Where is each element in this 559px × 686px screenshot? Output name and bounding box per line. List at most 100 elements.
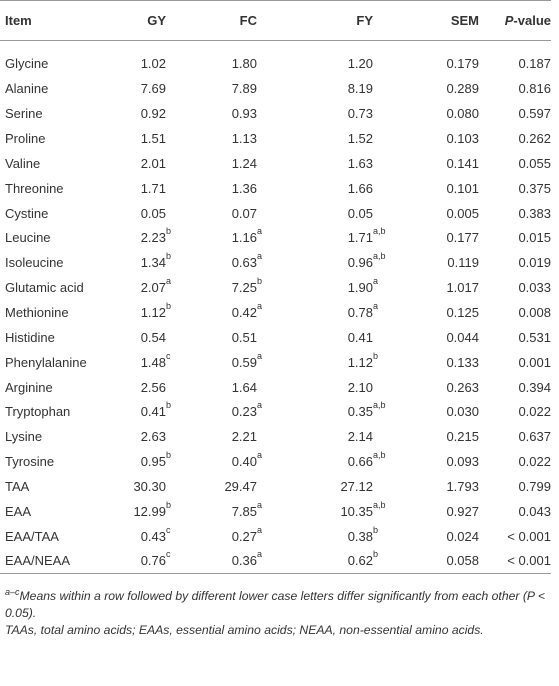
- row-label: Isoleucine: [5, 255, 64, 271]
- cell: 0.63 a: [166, 250, 263, 275]
- superscript: a,b: [373, 450, 386, 461]
- cell: 0.38 b: [257, 524, 378, 549]
- footnote: TAAs, total amino acids; EAAs, essential…: [5, 622, 550, 639]
- cell: 2.14: [347, 429, 373, 445]
- cell: 2.21: [231, 429, 257, 445]
- cell: 0.27 a: [166, 524, 262, 549]
- cell: 0.215: [446, 429, 479, 445]
- cell: 0.001: [518, 354, 551, 370]
- cell: 0.055: [518, 155, 551, 171]
- cell: 1.24: [231, 155, 257, 171]
- cell-value: 0.96 a,b: [347, 251, 386, 271]
- cell: 0.289: [446, 81, 479, 97]
- cell-value: 0.95 b: [140, 450, 172, 470]
- cell: 1.90 a: [257, 275, 378, 300]
- superscript: b: [166, 226, 172, 237]
- cell-value: 1.12 b: [347, 350, 379, 370]
- superscript: b: [166, 301, 172, 312]
- row-label: Serine: [5, 106, 43, 122]
- cell: 1.20: [347, 56, 373, 72]
- cell: 0.93: [231, 106, 257, 122]
- cell-value: 0.66 a,b: [347, 450, 386, 470]
- cell: 1.71: [140, 180, 166, 196]
- table-row: Serine 0.92 0.93 0.73 0.080 0.597: [0, 101, 551, 126]
- cell: 7.69: [140, 81, 166, 97]
- superscript: c: [166, 549, 171, 560]
- cell: 2.10: [347, 379, 373, 395]
- footnote-text: TAAs, total amino acids; EAAs, essential…: [5, 623, 484, 638]
- cell: 1.66: [347, 180, 373, 196]
- cell: 0.125: [446, 305, 479, 321]
- cell: 0.41: [347, 329, 373, 345]
- table-header: Item GY FC FY SEM P-value: [0, 0, 551, 41]
- cell: 7.85 a: [166, 499, 262, 524]
- cell: 8.19: [347, 81, 373, 97]
- cell-value: 0.43 c: [140, 524, 171, 544]
- cell-value: 0.78 a: [347, 301, 379, 321]
- cell: 7.89: [231, 81, 257, 97]
- cell: 0.263: [446, 379, 479, 395]
- cell-value: 0.63 a: [231, 251, 263, 271]
- table-row: Cystine 0.05 0.07 0.05 0.005 0.383: [0, 201, 551, 226]
- cell: 0.73: [347, 106, 373, 122]
- cell: 2.56: [140, 379, 166, 395]
- table-row: Tyrosine 0.95 b 0.40 a 0.66 a,b 0.093 0.022: [0, 449, 551, 474]
- cell-value: 0.76 c: [140, 549, 171, 569]
- cell: 0.093: [446, 454, 479, 470]
- cell: 27.12: [340, 479, 373, 495]
- cell: 0.058: [446, 553, 479, 569]
- cell: 0.36 a: [166, 549, 262, 574]
- row-label: Threonine: [5, 180, 64, 196]
- cell: 0.42 a: [166, 300, 263, 325]
- header-cell: FY: [356, 13, 373, 28]
- table-row: Methionine 1.12 b 0.42 a 0.78 a 0.125 0.008: [0, 300, 551, 325]
- superscript: a: [257, 524, 263, 535]
- cell: 0.07: [231, 205, 257, 221]
- cell-value: 0.35 a,b: [347, 400, 386, 420]
- cell: 0.019: [518, 255, 551, 271]
- row-label: Histidine: [5, 329, 55, 345]
- cell-value: 1.16 a: [231, 226, 263, 246]
- table-row: Alanine 7.69 7.89 8.19 0.289 0.816: [0, 76, 551, 101]
- table-row: Glycine 1.02 1.80 1.20 0.179 0.187: [0, 52, 551, 77]
- table-row: Valine 2.01 1.24 1.63 0.141 0.055: [0, 151, 551, 176]
- cell: 10.35 a,b: [257, 499, 385, 524]
- cell: 1.02: [140, 56, 166, 72]
- superscript: a: [257, 226, 263, 237]
- cell-value: 0.41 b: [140, 400, 172, 420]
- table-row: Isoleucine 1.34 b 0.63 a 0.96 a,b 0.119 0.019: [0, 250, 551, 275]
- cell: 1.017: [446, 280, 479, 296]
- cell: 0.005: [446, 205, 479, 221]
- cell: 0.54: [140, 329, 166, 345]
- cell: 0.76 c: [110, 549, 171, 574]
- superscript: a: [373, 276, 379, 287]
- table: Item GY FC FY SEM P-value Glycine 1.02 1.80 1.20…: [0, 0, 551, 574]
- cell: 1.16 a: [166, 226, 263, 251]
- cell: 7.25 b: [166, 275, 262, 300]
- cell: 1.13: [231, 131, 257, 146]
- row-label: Phenylalanine: [5, 354, 87, 370]
- row-label: EAA/NEAA: [5, 553, 71, 569]
- superscript: a: [166, 276, 172, 287]
- cell: 1.12 b: [257, 350, 379, 375]
- cell: 2.63: [140, 429, 166, 445]
- cell-value: 0.42 a: [231, 301, 263, 321]
- superscript: b: [373, 524, 379, 535]
- cell: 0.179: [446, 56, 479, 72]
- cell: 0.119: [447, 255, 479, 271]
- cell: 1.48 c: [110, 350, 171, 375]
- cell: 0.022: [518, 404, 551, 420]
- cell: 0.383: [518, 205, 551, 221]
- cell: 1.63: [347, 155, 373, 171]
- spacer: [0, 41, 551, 52]
- cell: < 0.001: [507, 553, 551, 569]
- cell: 0.927: [446, 503, 479, 519]
- cell: 0.177: [446, 230, 479, 246]
- cell: 0.799: [518, 479, 551, 495]
- cell: 1.12 b: [110, 300, 171, 325]
- cell-value: 0.40 a: [231, 450, 263, 470]
- superscript: b: [373, 350, 379, 361]
- table-row: Arginine 2.56 1.64 2.10 0.263 0.394: [0, 375, 551, 400]
- cell: 30.30: [133, 479, 166, 495]
- cell: 0.133: [446, 354, 479, 370]
